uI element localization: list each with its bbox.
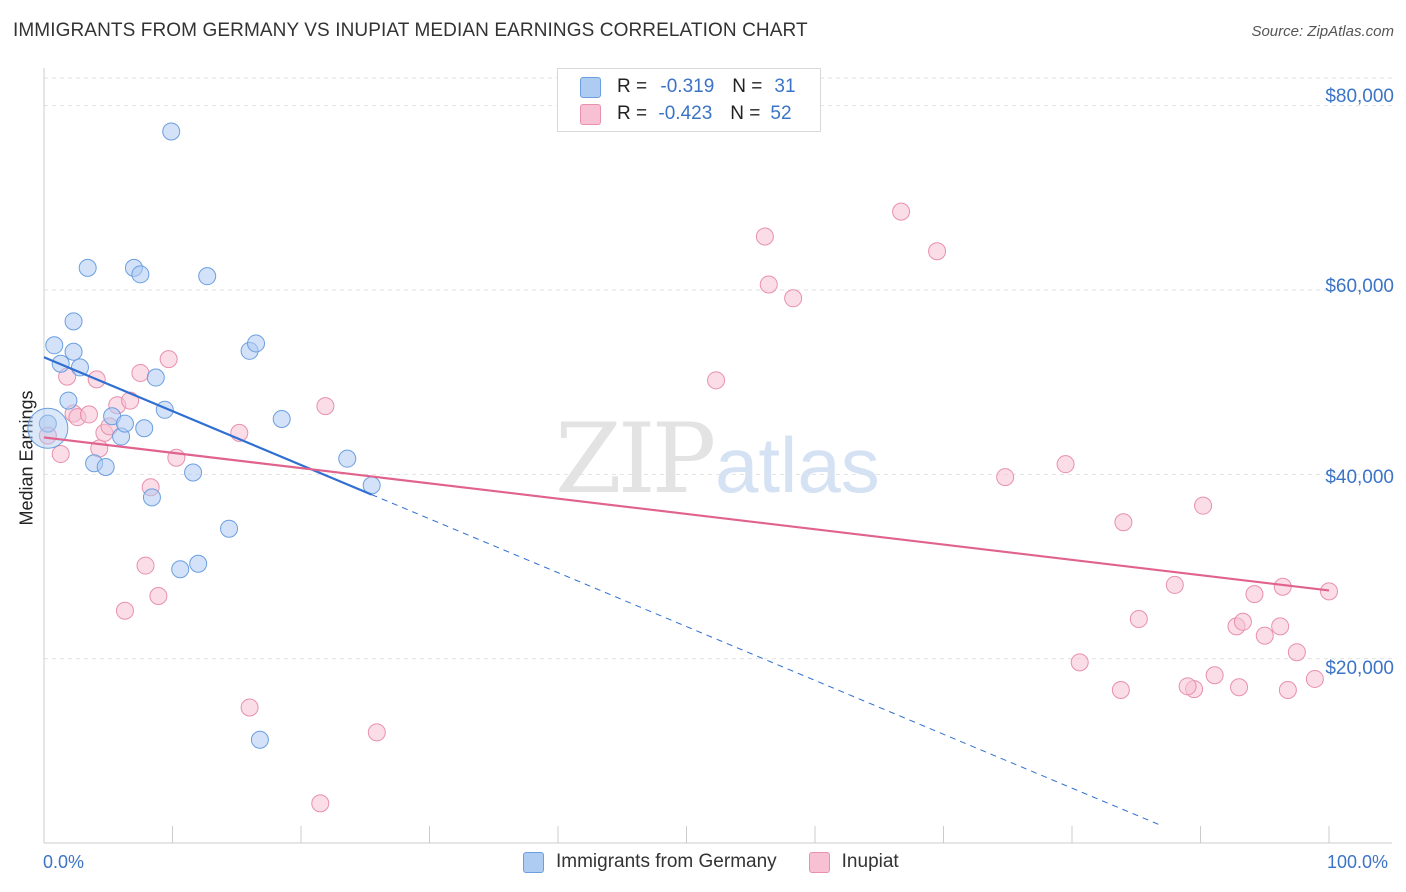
point-inupiat — [784, 289, 803, 308]
trend-line-germany — [43, 356, 373, 496]
point-inupiat — [136, 556, 155, 575]
point-inupiat — [149, 586, 168, 605]
point-inupiat — [1056, 455, 1075, 474]
point-inupiat — [1194, 496, 1213, 515]
point-germany-large — [27, 407, 69, 449]
point-inupiat — [1165, 575, 1184, 594]
point-germany — [184, 463, 203, 482]
point-inupiat — [996, 468, 1015, 487]
point-germany — [59, 391, 78, 410]
legend-r-label: R = — [617, 76, 648, 97]
point-inupiat — [367, 723, 386, 742]
point-inupiat — [131, 363, 150, 382]
point-germany — [96, 457, 115, 476]
point-germany — [45, 336, 64, 355]
legend-n-label: N = — [730, 103, 761, 124]
point-inupiat — [79, 405, 98, 424]
legend-swatch-germany — [580, 76, 601, 98]
point-inupiat — [755, 227, 774, 246]
legend-r-value: -0.319 — [660, 76, 715, 97]
y-tick-label-60000: $60,000 — [1325, 276, 1394, 297]
point-germany — [171, 560, 190, 579]
chart-title: IMMIGRANTS FROM GERMANY VS INUPIAT MEDIA… — [13, 20, 808, 41]
point-germany — [272, 410, 291, 429]
x-tick-label-min: 0.0% — [43, 852, 85, 872]
point-inupiat — [1278, 681, 1297, 699]
point-germany — [247, 334, 266, 353]
legend-swatch-inupiat — [580, 103, 601, 125]
point-inupiat — [159, 350, 178, 369]
legend-r-label: R = — [617, 103, 648, 124]
point-germany — [115, 414, 134, 433]
point-germany — [64, 312, 83, 331]
point-inupiat — [892, 202, 911, 221]
point-germany — [131, 265, 150, 284]
point-inupiat — [311, 794, 330, 813]
point-inupiat — [1070, 653, 1089, 672]
legend-n-value: 31 — [774, 76, 796, 97]
point-germany — [78, 258, 97, 277]
point-inupiat — [1205, 666, 1224, 685]
point-inupiat — [240, 698, 259, 717]
point-inupiat — [1129, 610, 1148, 629]
point-germany — [162, 122, 181, 141]
legend-r-value: -0.423 — [658, 103, 713, 124]
point-inupiat — [1320, 582, 1338, 601]
point-inupiat — [1255, 626, 1274, 645]
source-label: Source: ZipAtlas.com — [1251, 23, 1394, 40]
point-inupiat — [115, 601, 134, 620]
point-germany — [142, 488, 161, 507]
point-inupiat — [51, 445, 70, 464]
point-germany — [338, 449, 357, 468]
point-inupiat — [1273, 577, 1292, 596]
point-inupiat — [759, 275, 778, 294]
legend-n-label: N = — [732, 76, 763, 97]
point-germany — [135, 419, 154, 438]
point-inupiat — [707, 371, 726, 390]
y-tick-label-20000: $20,000 — [1325, 658, 1394, 679]
legend-n-value: 52 — [770, 103, 792, 124]
trend-extension-germany — [371, 494, 1163, 827]
legend-swatch-germany — [523, 851, 544, 873]
watermark: ZIP — [555, 403, 714, 515]
point-inupiat — [1287, 643, 1306, 662]
point-inupiat — [1305, 669, 1324, 688]
point-inupiat — [1233, 612, 1252, 631]
point-germany — [38, 414, 57, 433]
point-inupiat — [1178, 677, 1197, 696]
point-germany — [250, 730, 269, 749]
legend-label-germany: Immigrants from Germany — [556, 851, 777, 872]
series-legend: Immigrants from Germany Inupiat — [523, 851, 899, 873]
trend-line-inupiat — [43, 436, 1330, 592]
correlation-legend: R = -0.319 N = 31 R = -0.423 N = 52 — [557, 68, 821, 132]
point-inupiat — [1271, 617, 1290, 636]
legend-swatch-inupiat — [808, 851, 830, 873]
point-inupiat — [1230, 678, 1249, 697]
point-germany — [198, 267, 217, 286]
point-germany — [146, 368, 165, 387]
point-inupiat — [121, 391, 140, 410]
point-inupiat — [1114, 513, 1133, 532]
point-inupiat — [928, 242, 947, 261]
x-tick-label-max: 100.0% — [1327, 852, 1389, 872]
point-germany — [64, 342, 83, 361]
y-tick-label-80000: $80,000 — [1325, 86, 1394, 107]
y-tick-label-40000: $40,000 — [1325, 467, 1394, 488]
point-inupiat — [1245, 585, 1264, 604]
legend-row-germany: R = -0.319 N = 31 — [580, 75, 796, 99]
point-germany — [220, 519, 239, 538]
point-inupiat — [1111, 681, 1130, 699]
legend-row-inupiat: R = -0.423 N = 52 — [580, 102, 792, 126]
legend-label-inupiat: Inupiat — [841, 851, 899, 872]
point-germany — [189, 554, 208, 573]
watermark-atlas: atlas — [715, 421, 880, 509]
point-inupiat — [316, 397, 335, 416]
